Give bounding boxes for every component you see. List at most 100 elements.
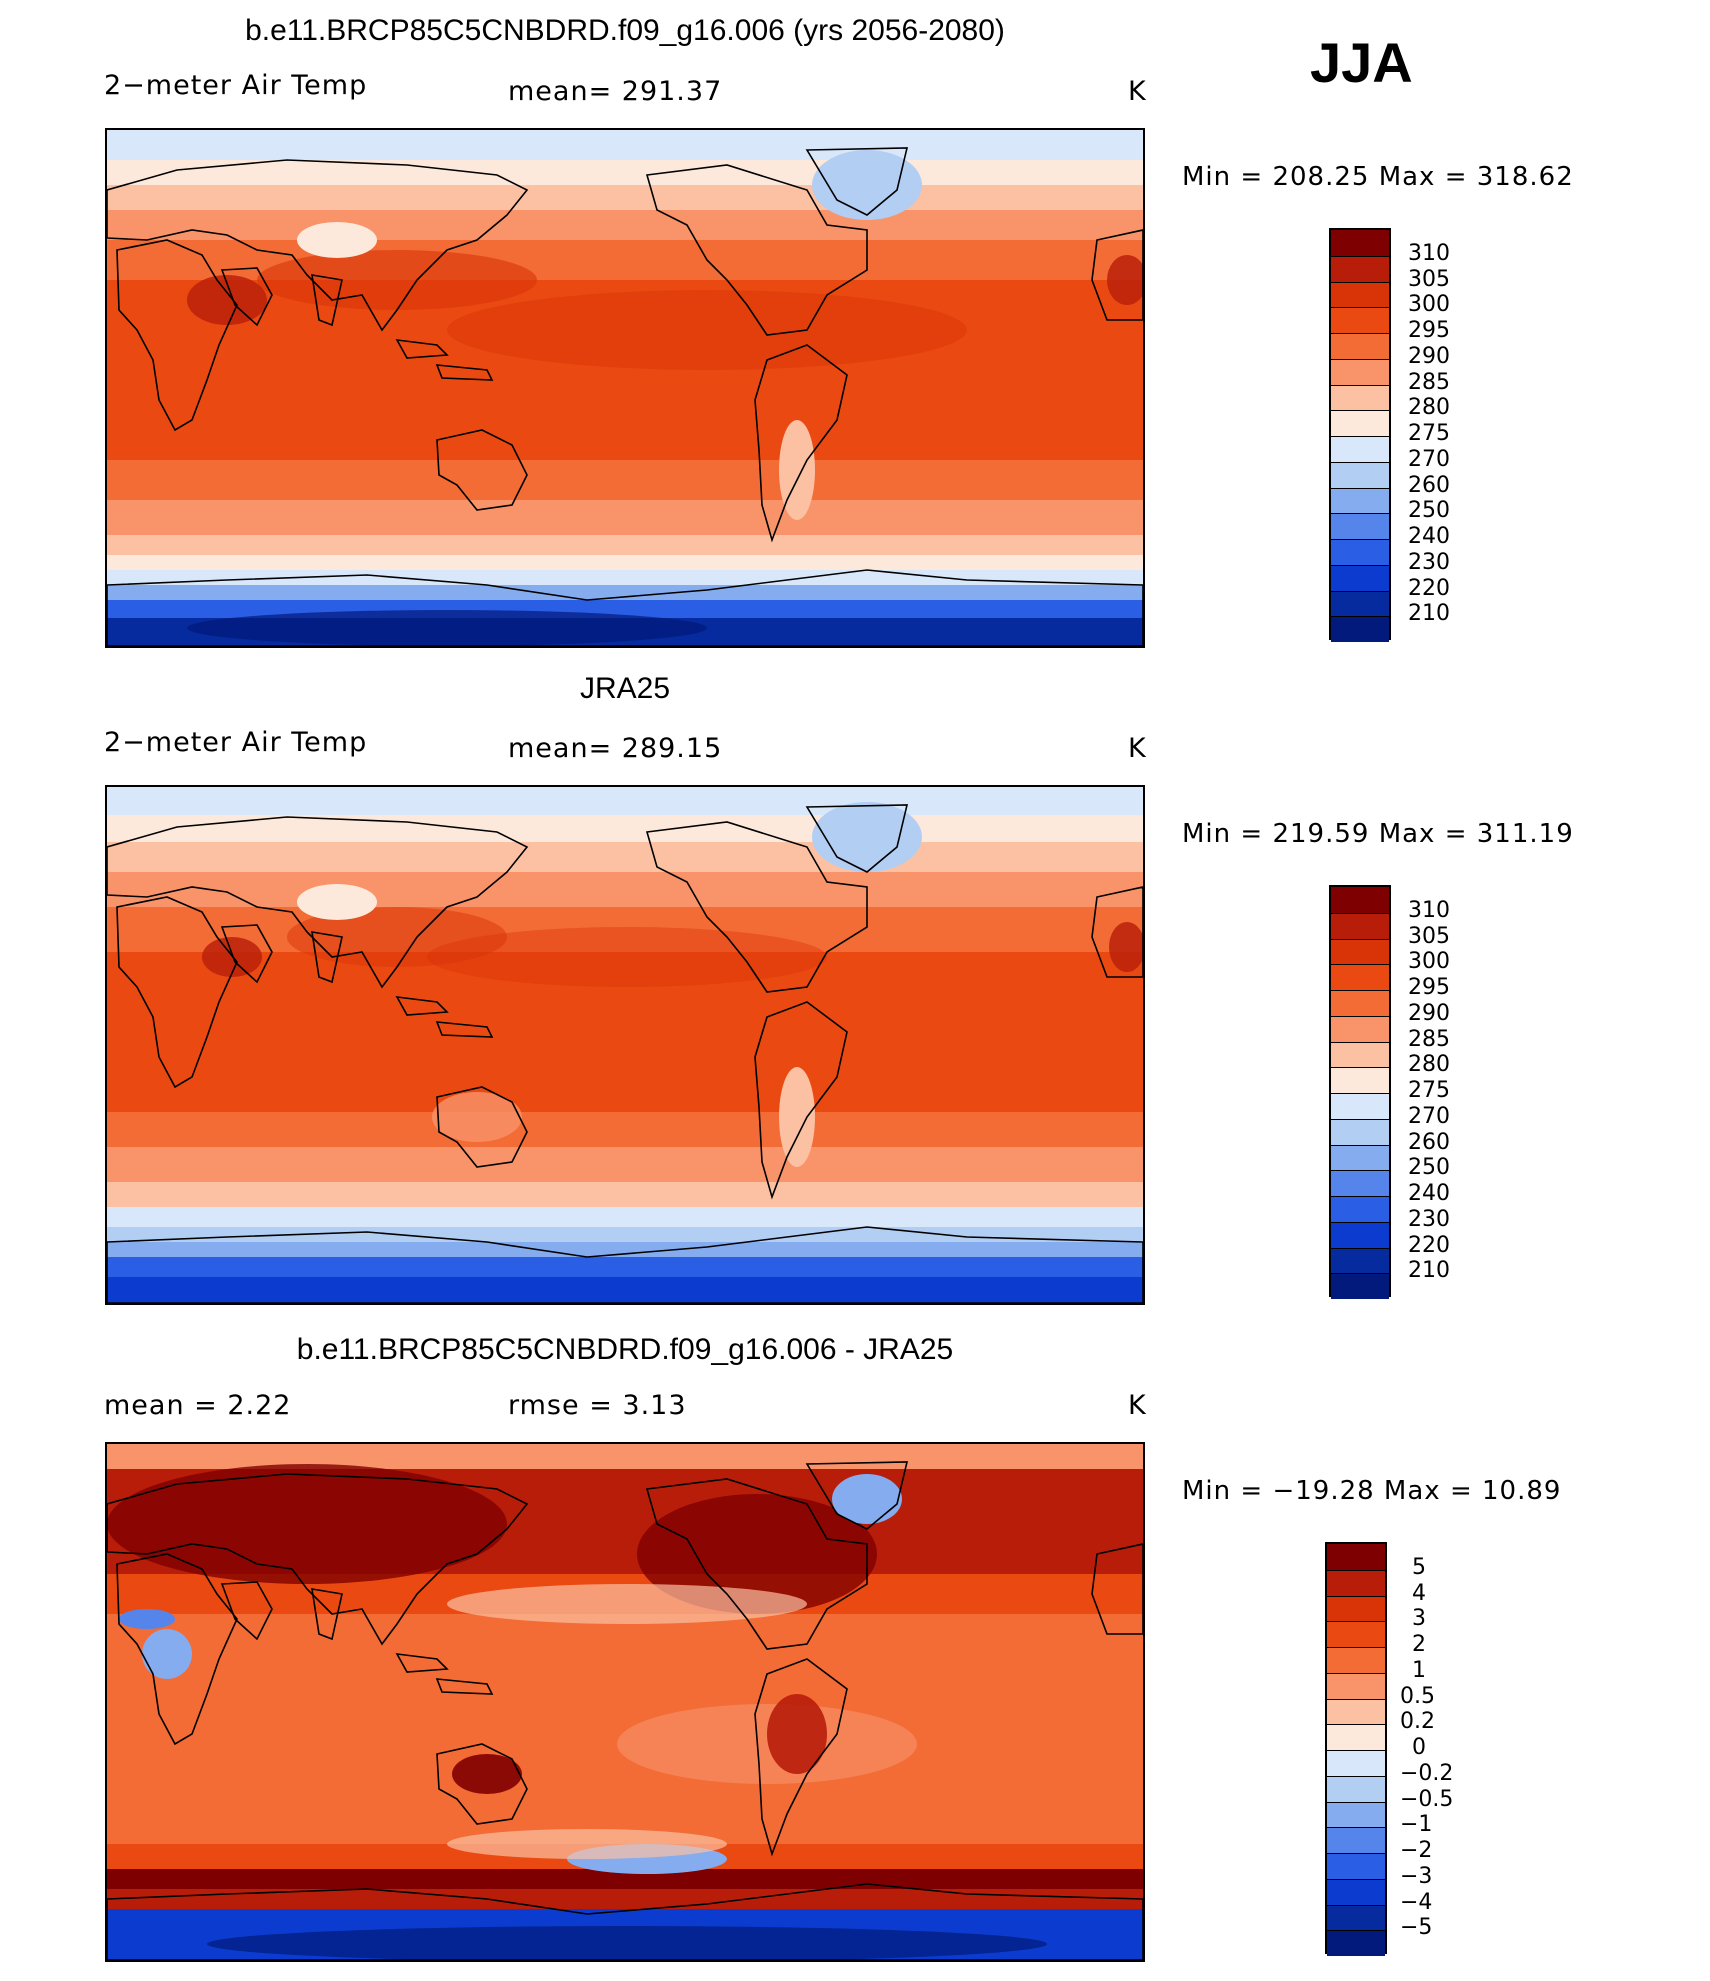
colorbar-tick-label: 270	[1408, 446, 1450, 472]
temperature-band	[107, 1889, 1143, 1909]
colorbar-tick-label: −1	[1400, 1812, 1433, 1838]
colorbar-segment	[1331, 384, 1389, 411]
temperature-band	[107, 1277, 1143, 1303]
panel2-title: JRA25	[579, 672, 671, 705]
colorbar-tick-label: 260	[1408, 1129, 1450, 1155]
temperature-anomaly-region	[297, 884, 377, 920]
temperature-anomaly-region	[447, 290, 967, 370]
panel3-mean: mean = 2.22	[104, 1390, 292, 1421]
coastlines	[107, 147, 1143, 646]
temperature-anomaly-region	[119, 1609, 175, 1629]
colorbar-tick-label: 285	[1408, 369, 1450, 395]
temperature-band	[107, 907, 1143, 952]
colorbar-segment	[1331, 1015, 1389, 1042]
colorbar-tick-label: 275	[1408, 421, 1450, 446]
temperature-band	[107, 160, 1143, 185]
colorbar-segment	[1331, 964, 1389, 990]
colorbar-tick-label: 285	[1408, 1026, 1450, 1052]
colorbar-segment	[1331, 1196, 1389, 1222]
colorbar-segment	[1327, 1878, 1385, 1905]
colorbar-segment	[1331, 513, 1389, 539]
temperature-anomaly-region	[617, 1704, 917, 1784]
colorbar-tick-label: 2	[1412, 1632, 1426, 1657]
colorbar-tick-label: 250	[1408, 498, 1450, 524]
colorbar-tick-label: 275	[1408, 1078, 1450, 1103]
temperature-band	[107, 952, 1143, 1112]
temperature-anomaly-region	[779, 420, 815, 520]
panel3-map	[105, 1442, 1145, 1962]
temperature-band	[107, 1227, 1143, 1242]
colorbar-tick-label: 210	[1408, 1258, 1450, 1284]
colorbar-segment	[1331, 1041, 1389, 1068]
colorbar-tick-label: 250	[1408, 1155, 1450, 1181]
map-canvas	[107, 1444, 1143, 1960]
colorbar-tick-label: 300	[1408, 292, 1450, 318]
colorbar-tick-label: 1	[1412, 1657, 1426, 1683]
temperature-band	[107, 872, 1143, 907]
temperature-anomaly-region	[767, 1694, 827, 1774]
colorbar-segment	[1327, 1544, 1385, 1570]
colorbar-segment	[1331, 358, 1389, 385]
temperature-band	[107, 460, 1143, 500]
temperature-band	[107, 1614, 1143, 1844]
colorbar-tick-label: 0.5	[1400, 1683, 1435, 1709]
temperature-band	[107, 570, 1143, 585]
panel1-colorbar	[1329, 228, 1391, 642]
colorbar-tick-label: 310	[1408, 240, 1450, 266]
colorbar-segment	[1331, 487, 1389, 514]
temperature-anomaly-region	[832, 1474, 902, 1524]
colorbar-tick-label: 0	[1412, 1735, 1426, 1760]
panel3-units: K	[1128, 1390, 1147, 1421]
colorbar-segment	[1331, 564, 1389, 591]
temperature-band	[107, 1257, 1143, 1277]
colorbar-segment	[1327, 1904, 1385, 1931]
panel3-colorbar	[1325, 1542, 1387, 1956]
temperature-anomaly-region	[207, 1926, 1047, 1960]
colorbar-tick-label: 260	[1408, 472, 1450, 498]
colorbar-segment	[1327, 1827, 1385, 1853]
colorbar-tick-label: 305	[1408, 923, 1450, 949]
panel3-minmax: Min = −19.28 Max = 10.89	[1182, 1476, 1562, 1506]
colorbar-tick-label: 230	[1408, 549, 1450, 575]
panel1-map	[105, 128, 1145, 648]
colorbar-tick-label: −3	[1400, 1863, 1433, 1889]
colorbar-segment	[1331, 1144, 1389, 1171]
temperature-anomaly-region	[432, 1092, 522, 1142]
temperature-band	[107, 1112, 1143, 1147]
coastlines	[107, 1461, 1143, 1960]
colorbar-segment	[1327, 1775, 1385, 1802]
temperature-band	[107, 185, 1143, 210]
map-canvas	[107, 787, 1143, 1303]
colorbar-tick-label: 290	[1408, 1000, 1450, 1026]
colorbar-tick-label: −2	[1400, 1838, 1433, 1863]
colorbar-tick-label: 300	[1408, 949, 1450, 975]
colorbar-segment	[1327, 1853, 1385, 1879]
panel2-map	[105, 785, 1145, 1305]
panel1-mean: mean= 291.37	[508, 76, 723, 107]
temperature-band	[107, 815, 1143, 842]
panel3-title: b.e11.BRCP85C5CNBDRD.f09_g16.006 - JRA25	[296, 1333, 954, 1366]
temperature-anomaly-region	[187, 275, 267, 325]
colorbar-segment	[1331, 990, 1389, 1016]
colorbar-segment	[1331, 307, 1389, 333]
panel1-minmax: Min = 208.25 Max = 318.62	[1182, 162, 1574, 192]
temperature-band	[107, 1147, 1143, 1182]
colorbar-segment	[1327, 1698, 1385, 1725]
colorbar-segment	[1327, 1569, 1385, 1596]
temperature-band	[107, 210, 1143, 240]
colorbar-segment	[1331, 1118, 1389, 1145]
colorbar-segment	[1327, 1647, 1385, 1673]
temperature-anomaly-region	[142, 1629, 192, 1679]
colorbar-tick-label: 295	[1408, 975, 1450, 1000]
colorbar-tick-label: 220	[1408, 575, 1450, 601]
colorbar-tick-label: 290	[1408, 343, 1450, 369]
temperature-anomaly-region	[812, 802, 922, 872]
temperature-anomaly-region	[187, 610, 707, 646]
colorbar-tick-label: 0.2	[1400, 1709, 1435, 1735]
colorbar-tick-label: 280	[1408, 395, 1450, 421]
colorbar-tick-label: 230	[1408, 1206, 1450, 1232]
colorbar-segment	[1327, 1724, 1385, 1750]
colorbar-segment	[1331, 461, 1389, 488]
colorbar-tick-label: −0.5	[1400, 1786, 1454, 1812]
panel2-minmax: Min = 219.59 Max = 311.19	[1182, 819, 1574, 849]
